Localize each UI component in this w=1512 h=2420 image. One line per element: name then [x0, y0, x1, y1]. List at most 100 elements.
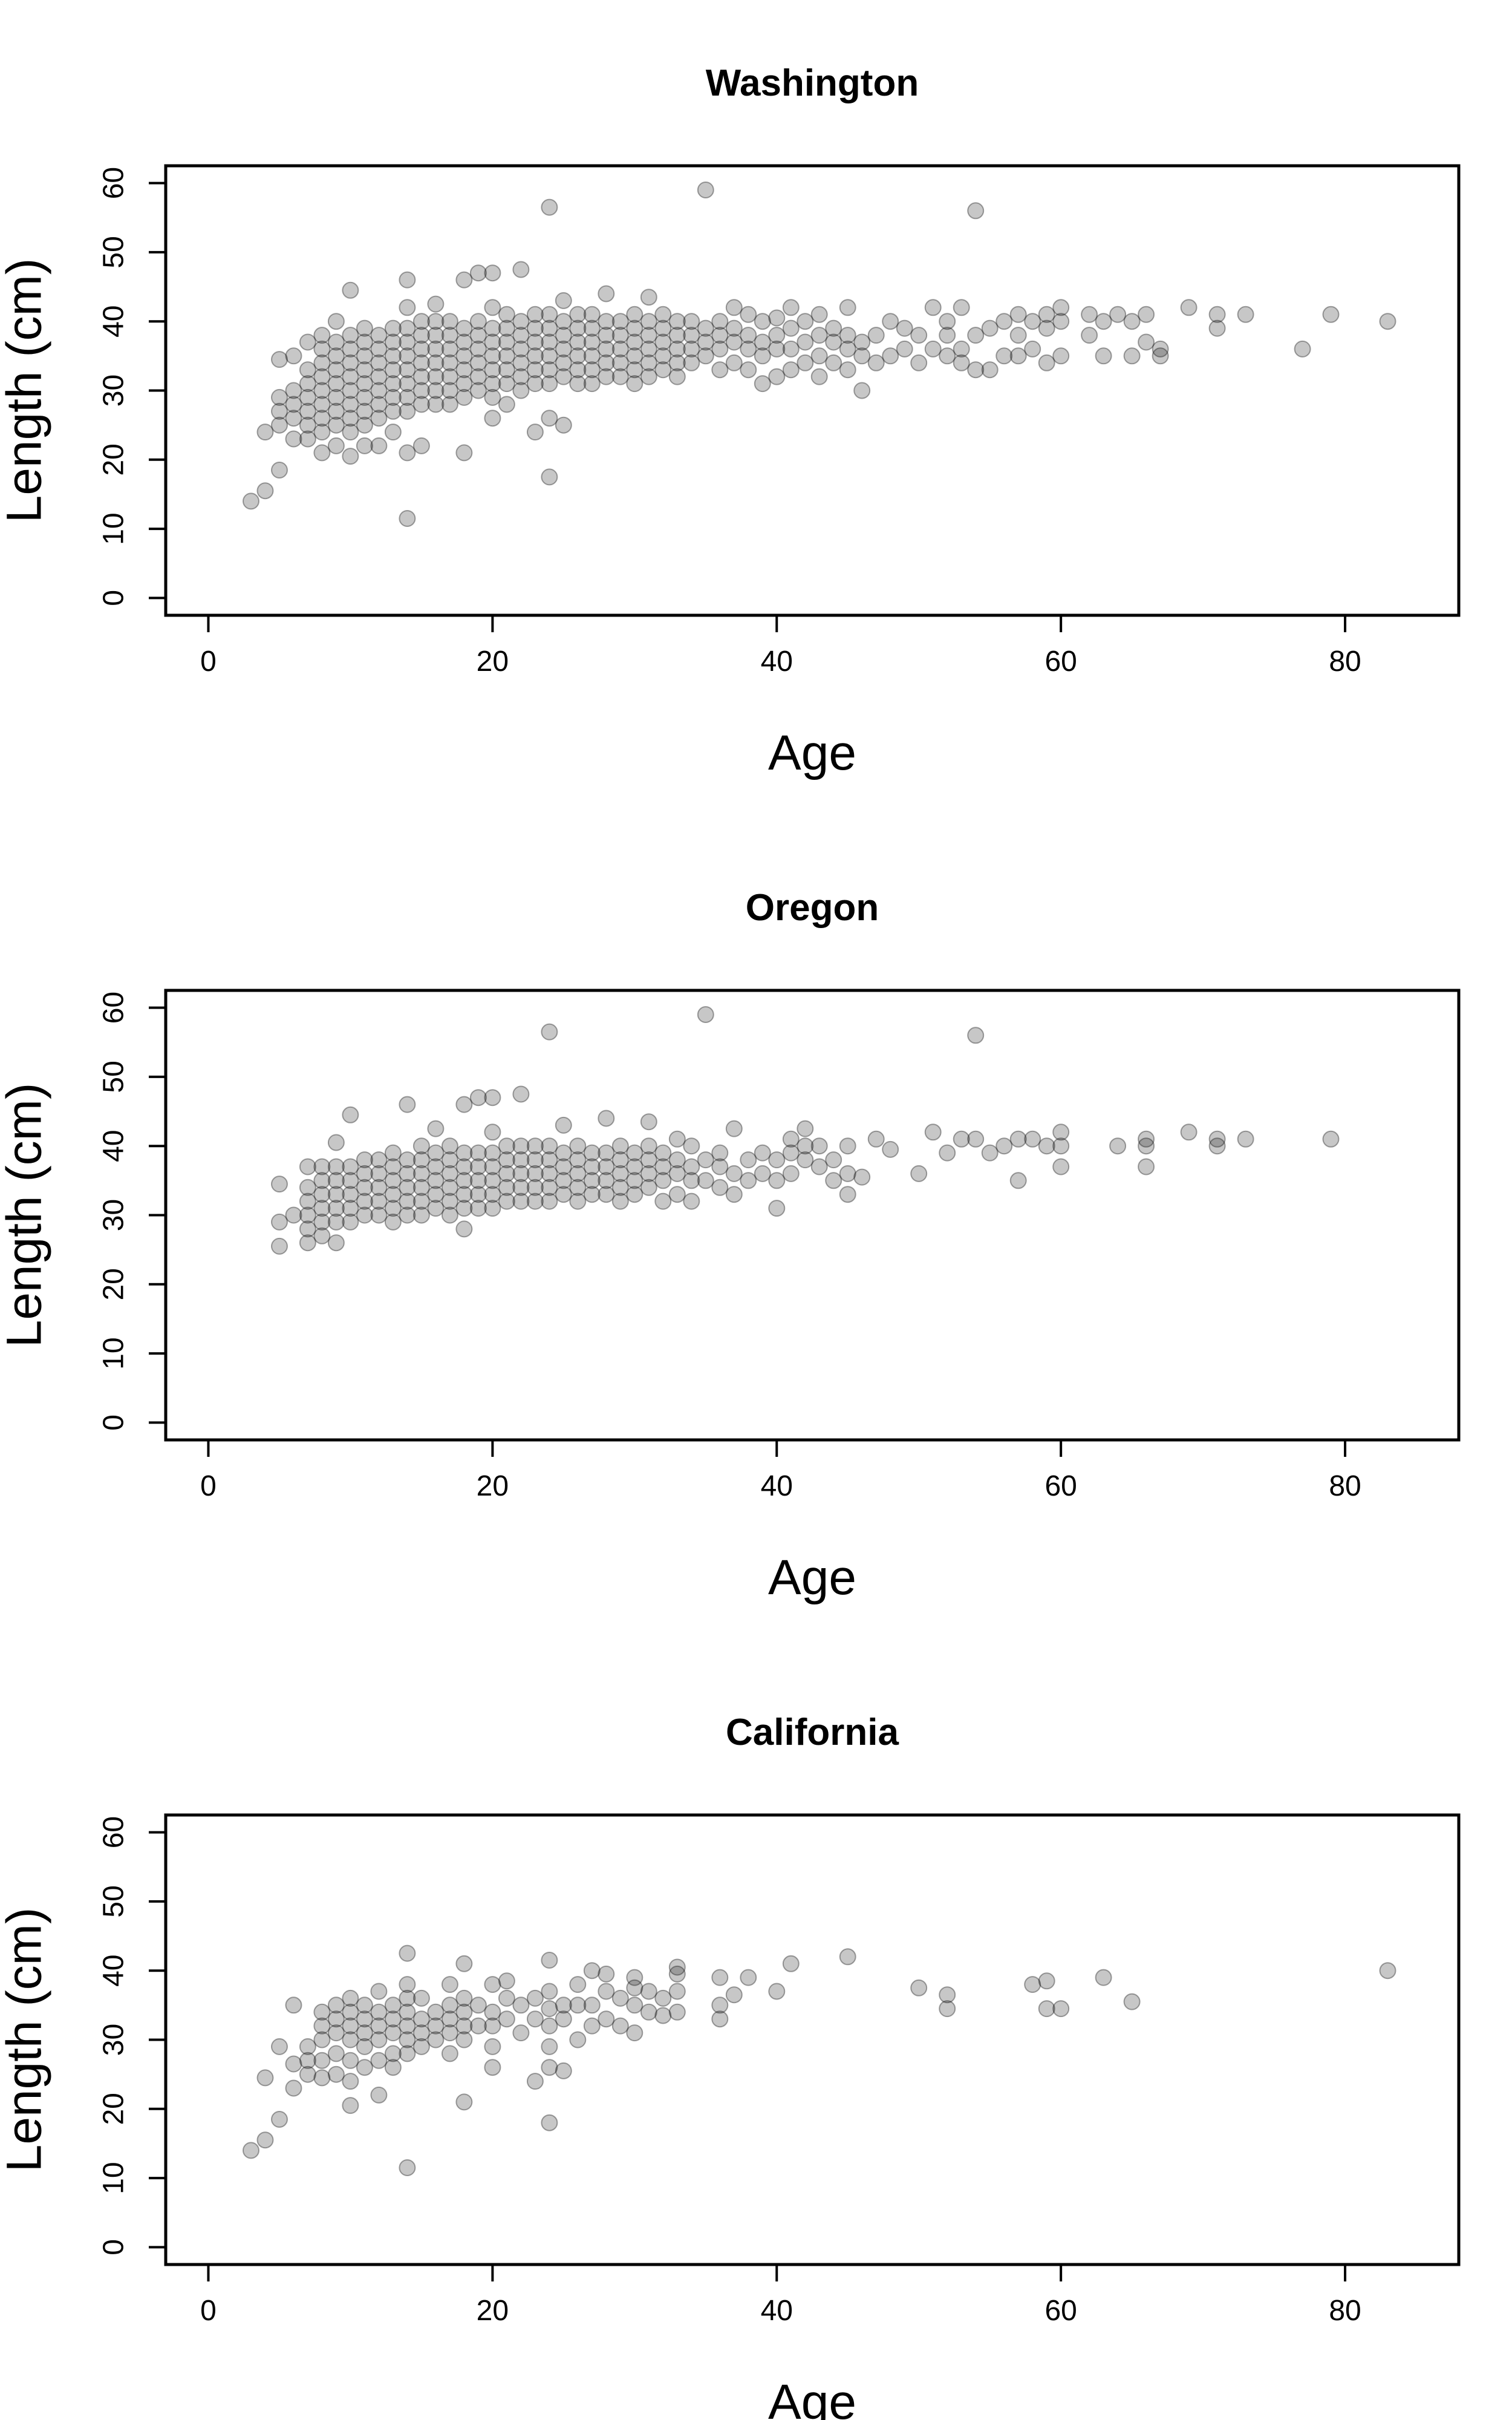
data-point	[555, 1172, 572, 1189]
data-point	[583, 347, 601, 365]
data-point	[384, 375, 402, 393]
data-point	[484, 1123, 501, 1141]
data-point	[711, 1158, 729, 1176]
data-point	[598, 340, 615, 358]
data-point	[342, 382, 359, 399]
data-point	[427, 1120, 445, 1137]
data-point	[924, 299, 942, 316]
data-point	[711, 1144, 729, 1162]
data-point	[299, 388, 316, 406]
data-point	[484, 2059, 501, 2076]
data-point	[526, 1179, 544, 1196]
data-point	[370, 1192, 388, 1210]
data-point	[583, 306, 601, 323]
data-point	[327, 333, 345, 351]
data-point	[569, 1996, 587, 2014]
data-point	[825, 1151, 842, 1169]
data-point	[569, 1179, 587, 1196]
data-point	[611, 354, 629, 371]
data-point	[939, 1986, 956, 2004]
data-point	[484, 319, 501, 337]
data-point	[285, 396, 302, 413]
data-point	[683, 1137, 700, 1155]
data-point	[683, 1192, 700, 1210]
data-point	[370, 2031, 388, 2049]
data-point	[725, 1165, 743, 1182]
data-point	[697, 1151, 714, 1169]
x-tick-label: 60	[1044, 646, 1077, 678]
data-point	[427, 295, 445, 313]
data-point	[256, 424, 274, 441]
data-point	[512, 1137, 530, 1155]
data-point	[910, 327, 928, 344]
data-point	[853, 333, 871, 351]
data-point	[626, 1996, 644, 2014]
data-point	[313, 396, 331, 413]
data-point	[598, 1110, 615, 1127]
data-point	[1024, 340, 1041, 358]
data-point	[1052, 1158, 1070, 1176]
data-point	[782, 1144, 800, 1162]
data-point	[768, 1983, 786, 2000]
data-point	[541, 2017, 558, 2035]
data-point	[455, 319, 473, 337]
data-point	[370, 2052, 388, 2069]
data-point	[626, 1969, 644, 1986]
data-point	[555, 2010, 572, 2028]
data-point	[996, 1137, 1013, 1155]
data-point	[512, 261, 530, 278]
data-point	[313, 410, 331, 427]
data-point	[740, 1969, 757, 1986]
data-point	[640, 354, 657, 371]
data-point	[271, 416, 288, 434]
data-point	[412, 327, 430, 344]
data-point	[299, 2052, 316, 2069]
data-point	[512, 1192, 530, 1210]
data-point	[1123, 313, 1141, 330]
data-point	[285, 430, 302, 448]
data-point	[668, 1186, 686, 1203]
data-point	[256, 482, 274, 500]
data-point	[327, 1172, 345, 1189]
data-point	[640, 340, 657, 358]
data-point	[526, 375, 544, 393]
data-point	[711, 340, 729, 358]
data-point	[399, 2017, 416, 2035]
data-point	[327, 2065, 345, 2083]
data-point	[697, 319, 714, 337]
data-point	[356, 388, 373, 406]
data-point	[526, 361, 544, 379]
data-point	[782, 1165, 800, 1182]
data-point	[370, 2017, 388, 2035]
data-point	[555, 1996, 572, 2014]
data-point	[725, 354, 743, 371]
data-point	[484, 410, 501, 427]
data-point	[356, 375, 373, 393]
data-point	[455, 388, 473, 406]
data-point	[810, 1137, 828, 1155]
data-point	[441, 1179, 458, 1196]
data-point	[412, 1206, 430, 1224]
data-point	[455, 375, 473, 393]
data-point	[654, 333, 672, 351]
data-point	[797, 1151, 814, 1169]
data-point	[1208, 306, 1226, 323]
data-point	[455, 1172, 473, 1189]
data-point	[327, 1234, 345, 1252]
data-point	[342, 2052, 359, 2069]
data-point	[668, 327, 686, 344]
data-point	[598, 1983, 615, 2000]
y-tick-label: 50	[98, 1885, 130, 1917]
data-point	[839, 1137, 856, 1155]
data-point	[1208, 1137, 1226, 1155]
x-tick-label: 0	[200, 2295, 217, 2327]
data-point	[569, 1976, 587, 1993]
y-tick-label: 0	[98, 2239, 130, 2255]
data-point	[498, 333, 515, 351]
data-point	[839, 1165, 856, 1182]
data-point	[1109, 1137, 1127, 1155]
data-point	[469, 382, 487, 399]
data-point	[583, 1172, 601, 1189]
data-point	[569, 361, 587, 379]
data-point	[1294, 340, 1311, 358]
